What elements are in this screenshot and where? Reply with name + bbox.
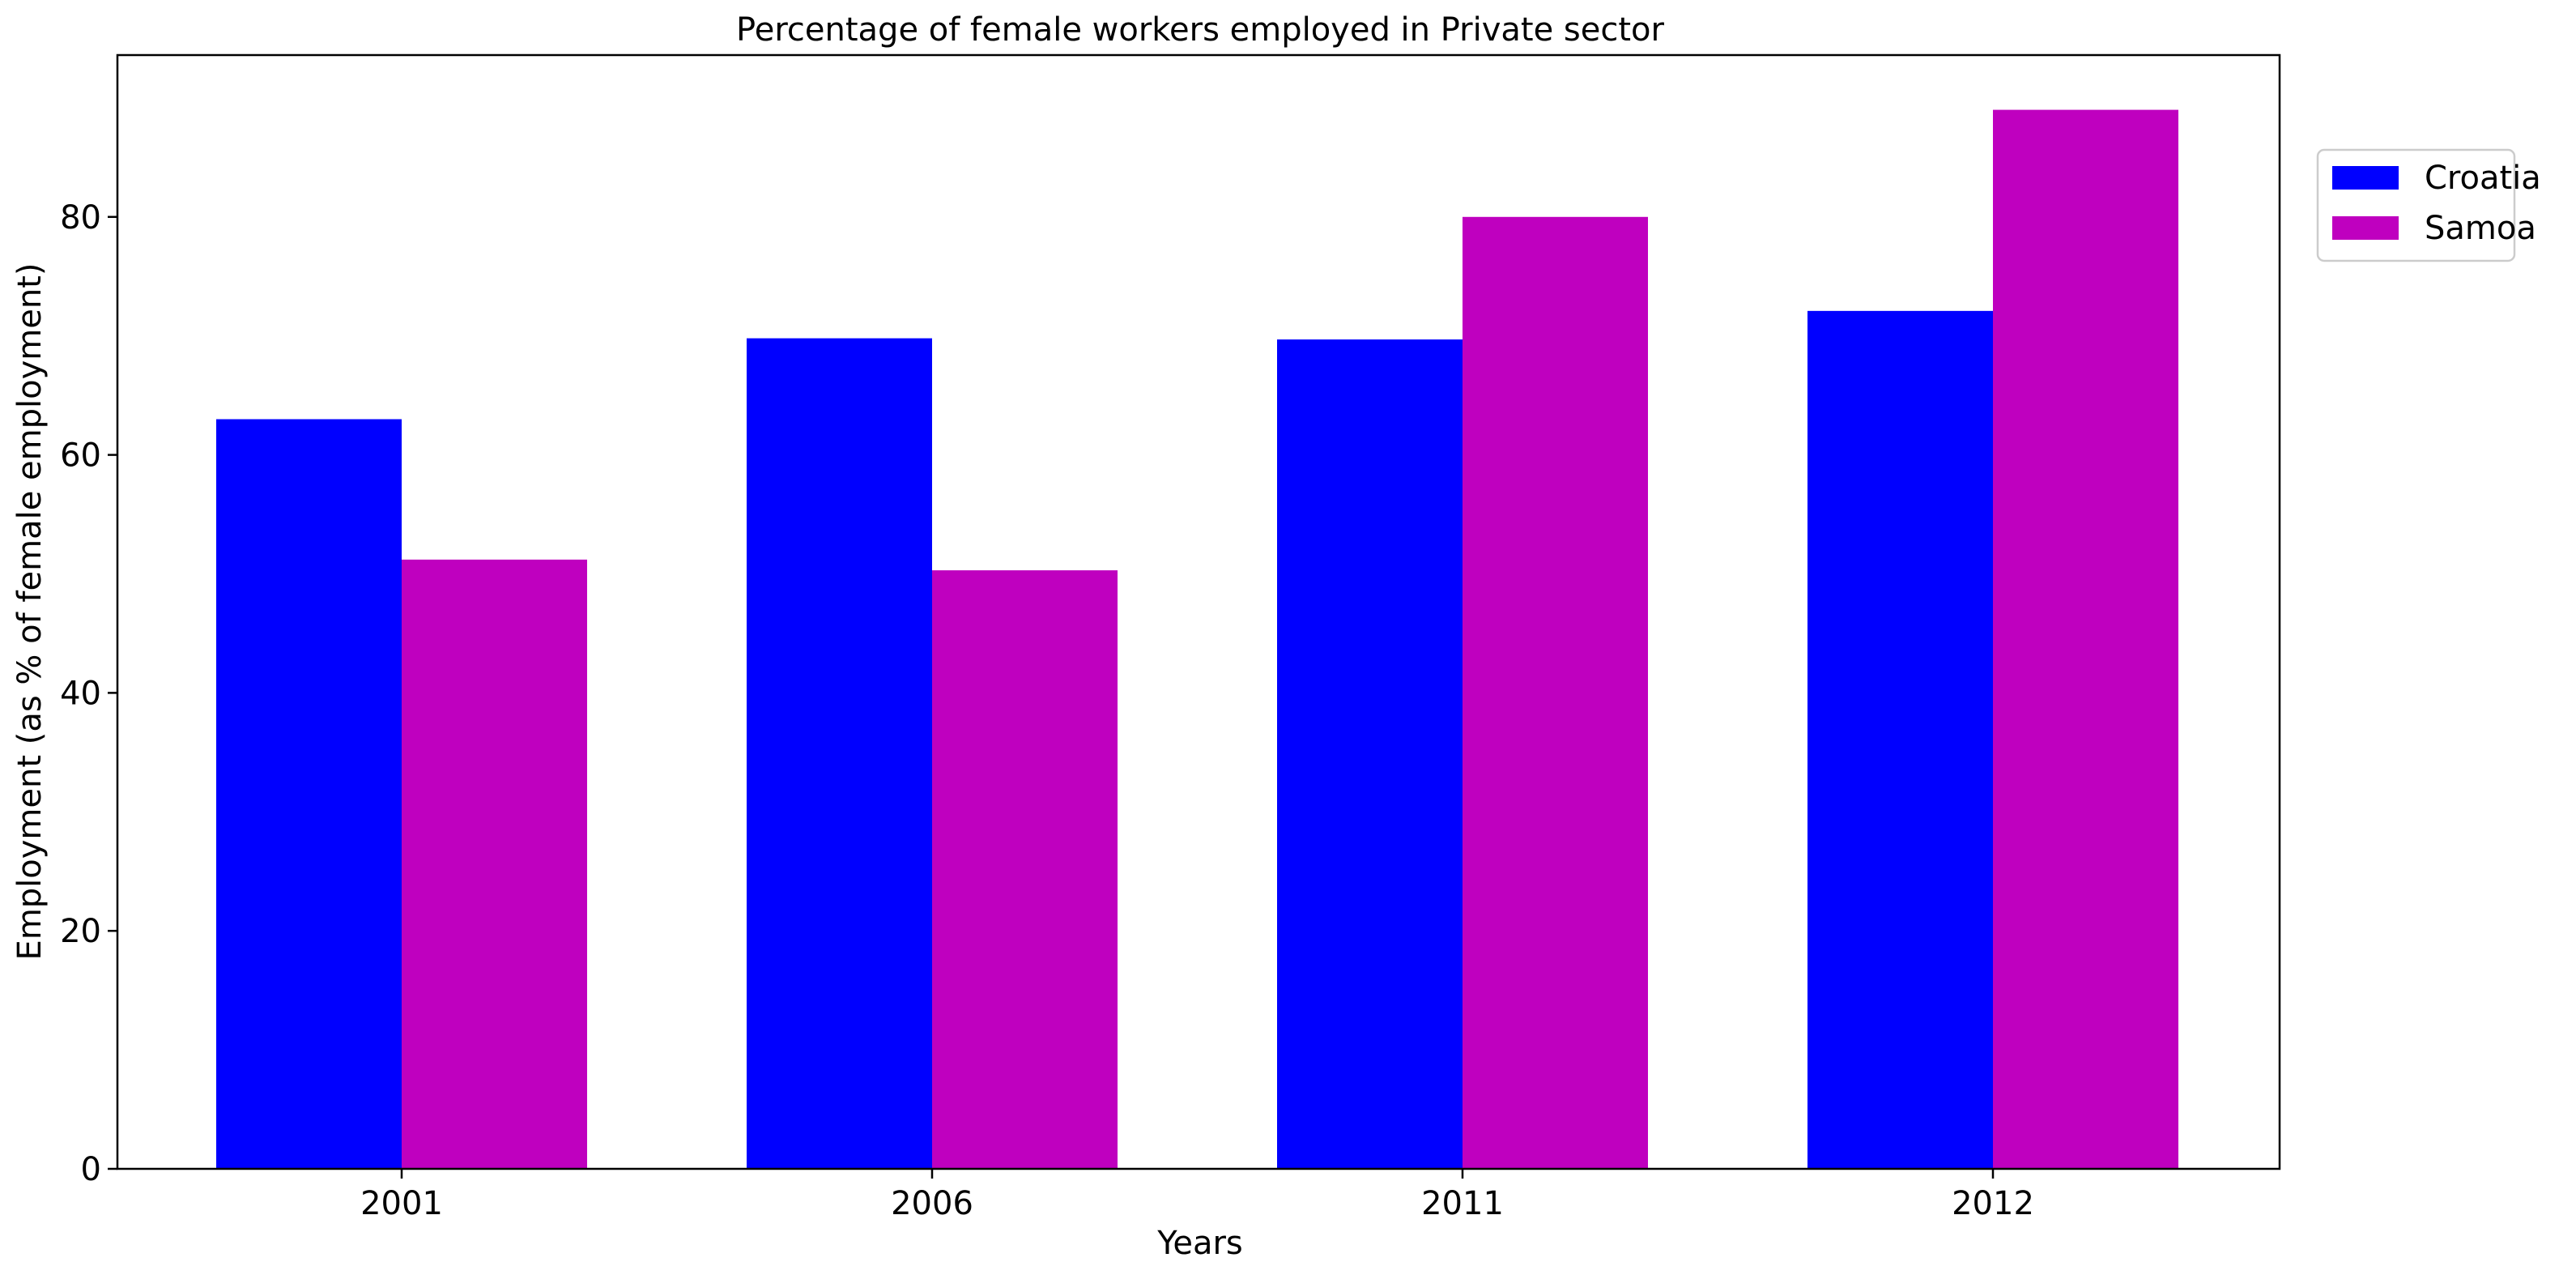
bar-croatia-2011: [1277, 339, 1463, 1169]
legend-label-croatia: Croatia: [2425, 160, 2541, 197]
bar-croatia-2006: [747, 338, 932, 1169]
y-tick-label-80: 80: [60, 199, 101, 237]
y-tick-label-0: 0: [81, 1151, 101, 1188]
y-tick-label-20: 20: [60, 913, 101, 950]
bar-croatia-2001: [216, 419, 402, 1169]
legend-swatch-croatia: [2332, 166, 2399, 190]
x-tick-label-2011: 2011: [1421, 1185, 1504, 1222]
bar-samoa-2011: [1463, 216, 1648, 1169]
x-tick-label-2001: 2001: [360, 1185, 443, 1222]
x-tick-label-2012: 2012: [1952, 1185, 2034, 1222]
bar-croatia-2012: [1807, 310, 1993, 1170]
plot-frame: [116, 53, 2281, 1170]
bar-samoa-2001: [402, 559, 587, 1169]
y-axis-label: Employment (as % of female employment): [11, 263, 49, 961]
bars-layer: [216, 109, 2178, 1170]
y-tick-label-40: 40: [60, 675, 101, 712]
bar-samoa-2006: [932, 570, 1118, 1169]
legend-label-samoa: Samoa: [2425, 210, 2536, 247]
legend: Croatia Samoa: [2316, 148, 2541, 262]
x-tick-label-2006: 2006: [891, 1185, 973, 1222]
y-tick-label-60: 60: [60, 437, 101, 475]
x-axis-label: Years: [1156, 1225, 1243, 1262]
axes-layer: 0 20 40 60 80 2001 2006 2011 2012: [60, 53, 2281, 1222]
chart-title: Percentage of female workers employed in…: [736, 11, 1664, 49]
bar-samoa-2012: [1993, 109, 2178, 1169]
legend-swatch-samoa: [2332, 216, 2399, 240]
